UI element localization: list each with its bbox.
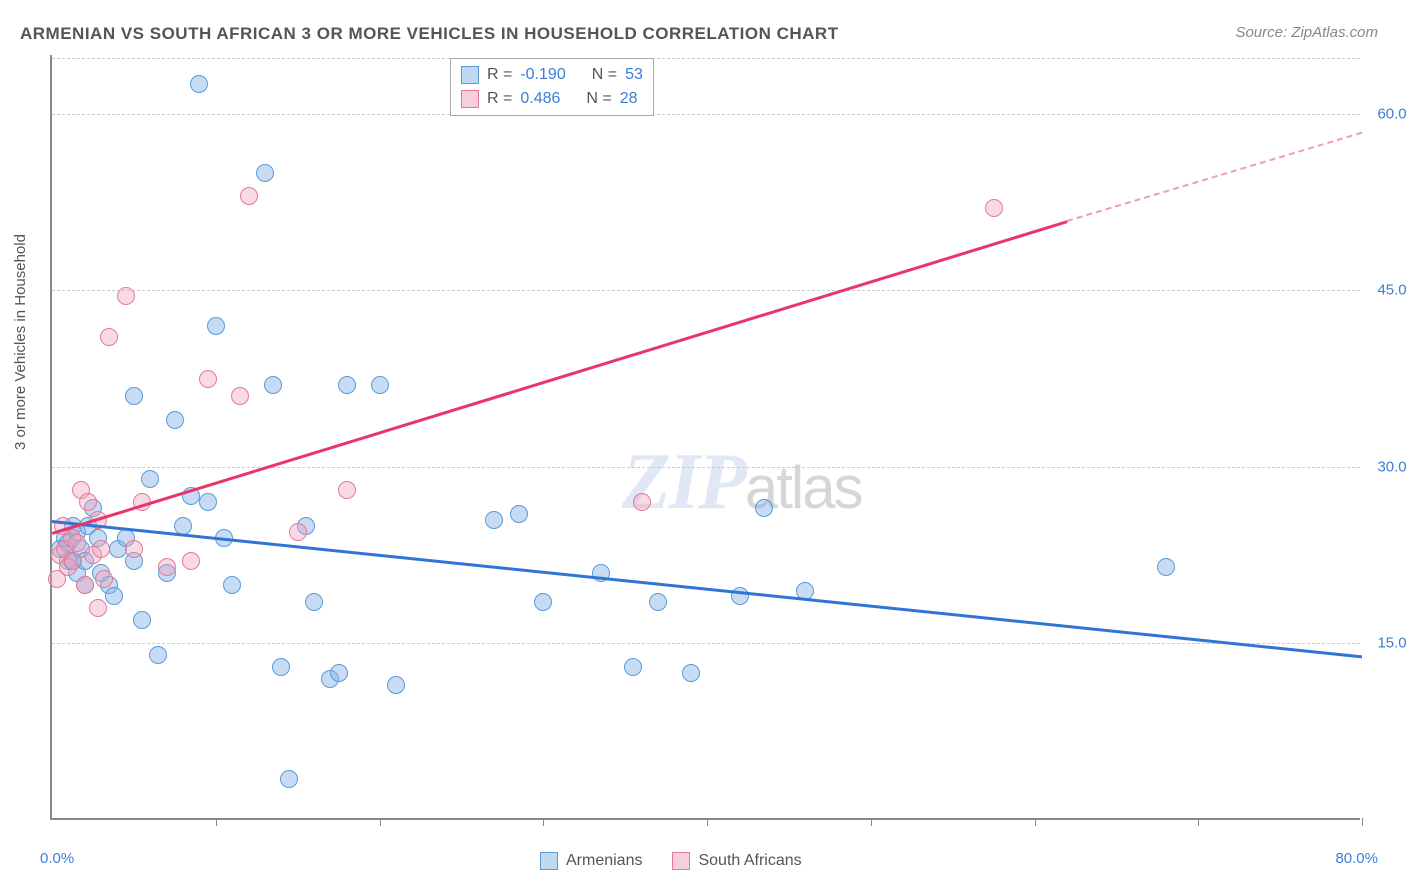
armenian-point [510, 505, 528, 523]
legend-swatch [461, 66, 479, 84]
r-value: 0.486 [520, 87, 560, 111]
x-tick [543, 818, 544, 826]
x-tick [1198, 818, 1199, 826]
south-african-point [240, 187, 258, 205]
south-african-point [199, 370, 217, 388]
watermark: ZIPatlas [622, 435, 862, 528]
armenian-point [338, 376, 356, 394]
legend-swatch [540, 852, 558, 870]
armenian-point [330, 664, 348, 682]
armenian-point [264, 376, 282, 394]
armenian-point [256, 164, 274, 182]
x-tick [871, 818, 872, 826]
armenian-point [207, 317, 225, 335]
n-label: N = [586, 87, 611, 111]
south-african-point [95, 570, 113, 588]
south-african-point [76, 576, 94, 594]
armenian-point [190, 75, 208, 93]
south-african-point [100, 328, 118, 346]
armenian-point [141, 470, 159, 488]
armenian-point [133, 611, 151, 629]
armenian-point [223, 576, 241, 594]
armenian-point [1157, 558, 1175, 576]
armenian-point [371, 376, 389, 394]
y-tick-label: 45.0% [1365, 282, 1406, 299]
armenian-point [280, 770, 298, 788]
x-tick [380, 818, 381, 826]
legend-swatch [461, 90, 479, 108]
south-african-point [182, 552, 200, 570]
south-african-point [338, 481, 356, 499]
south-african-point [158, 558, 176, 576]
south-african-point [68, 534, 86, 552]
r-value: -0.190 [520, 63, 565, 87]
south-african-point [125, 540, 143, 558]
south-african-point [633, 493, 651, 511]
chart-title: ARMENIAN VS SOUTH AFRICAN 3 OR MORE VEHI… [20, 24, 839, 44]
armenian-point [534, 593, 552, 611]
legend-item: Armenians [540, 852, 642, 870]
gridline [52, 114, 1360, 115]
armenian-point [485, 511, 503, 529]
correlation-legend: R =-0.190N =53R = 0.486N =28 [450, 58, 654, 116]
gridline [52, 643, 1360, 644]
legend-row: R = -0.190 N = 53 [461, 63, 643, 87]
armenian-point [755, 499, 773, 517]
x-axis-max-label: 80.0% [1335, 850, 1378, 867]
legend-swatch [672, 852, 690, 870]
armenian-point [149, 646, 167, 664]
r-label: R = [487, 63, 512, 87]
legend-item: South Africans [672, 852, 801, 870]
n-label: N = [592, 63, 617, 87]
gridline [52, 290, 1360, 291]
legend-label: South Africans [698, 852, 801, 870]
south-african-point [64, 552, 82, 570]
south-african-point [89, 599, 107, 617]
armenian-point [305, 593, 323, 611]
armenian-point [125, 387, 143, 405]
armenian-point [272, 658, 290, 676]
legend-label: Armenians [566, 852, 642, 870]
south-african-point [92, 540, 110, 558]
armenian-point [166, 411, 184, 429]
x-tick [216, 818, 217, 826]
south-african-point [231, 387, 249, 405]
south-african-trendline-extrap [1067, 132, 1362, 222]
y-axis-label: 3 or more Vehicles in Household [12, 234, 29, 450]
armenian-point [199, 493, 217, 511]
legend-row: R = 0.486 N = 28 [461, 87, 643, 111]
chart-container: ARMENIAN VS SOUTH AFRICAN 3 OR MORE VEHI… [0, 0, 1406, 892]
south-african-point [985, 199, 1003, 217]
x-tick [1362, 818, 1363, 826]
r-label: R = [487, 87, 512, 111]
y-tick-label: 30.0% [1365, 458, 1406, 475]
south-african-point [117, 287, 135, 305]
source-attribution: Source: ZipAtlas.com [1235, 24, 1378, 41]
armenian-point [682, 664, 700, 682]
armenian-point [624, 658, 642, 676]
series-legend: Armenians South Africans [540, 852, 802, 870]
armenian-point [105, 587, 123, 605]
armenian-point [387, 676, 405, 694]
armenian-point [649, 593, 667, 611]
gridline [52, 58, 1360, 59]
south-african-point [289, 523, 307, 541]
armenian-trendline [52, 520, 1362, 658]
n-value: 28 [620, 87, 638, 111]
x-axis-min-label: 0.0% [40, 850, 74, 867]
watermark-zip: ZIP [622, 438, 745, 526]
plot-area: ZIPatlas 15.0%30.0%45.0%60.0% [50, 55, 1360, 820]
y-tick-label: 60.0% [1365, 105, 1406, 122]
x-tick [707, 818, 708, 826]
n-value: 53 [625, 63, 643, 87]
gridline [52, 467, 1360, 468]
south-african-point [79, 493, 97, 511]
y-tick-label: 15.0% [1365, 635, 1406, 652]
x-tick [1035, 818, 1036, 826]
